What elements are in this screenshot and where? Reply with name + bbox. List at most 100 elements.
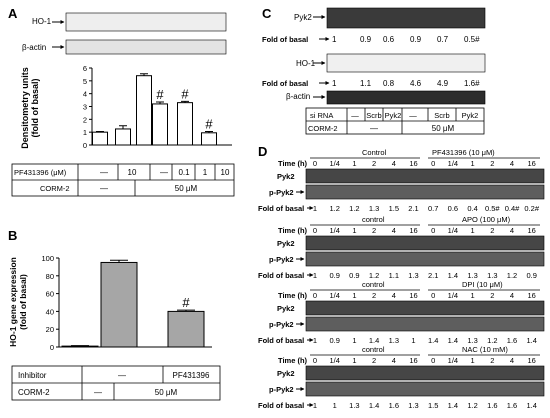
table-b-corm-dose: 50 μM — [155, 388, 178, 397]
fold-value: 1.4 — [448, 271, 458, 280]
group-treatment-label: APO (100 μM) — [462, 215, 511, 224]
fold-value: 0.8 — [383, 79, 395, 88]
time-point: 1 — [352, 226, 356, 235]
time-point: 16 — [409, 159, 417, 168]
fold-value: 1.2 — [467, 401, 477, 410]
blot-strip-ho1 — [65, 12, 227, 32]
group-treatment-label: DPI (10 μM) — [462, 280, 503, 289]
row-label-pyk2: Pyk2 — [277, 304, 295, 313]
group-control-label: control — [362, 280, 385, 289]
blot-group-2: control APO (100 μM) Time (h) 0 1/4 1 2 4 16 0 1/4… — [258, 215, 545, 280]
time-point: 0 — [431, 159, 435, 168]
table-c-sirna-cell: Pyk2 — [385, 111, 402, 120]
fold-value: 1 — [313, 336, 317, 345]
fold-value: 1.3 — [369, 204, 379, 213]
time-point: 16 — [409, 226, 417, 235]
table-a-corm-dose: 50 μM — [175, 184, 198, 193]
fold-value: 1.5 — [389, 204, 399, 213]
fold-value: 0.4 — [467, 204, 477, 213]
row-label-p-pyk2: p-Pyk2 — [269, 188, 294, 197]
fold-label: Fold of basal — [258, 336, 304, 345]
time-point: 4 — [510, 159, 514, 168]
fold-value: 1.4 — [369, 401, 379, 410]
fold-value: 1.4 — [428, 336, 438, 345]
time-point: 4 — [392, 226, 396, 235]
table-a-pf-cell: 10 — [221, 168, 230, 177]
blot-strip-pyk2 — [326, 7, 486, 29]
table-c-sirna-cell: — — [409, 111, 417, 120]
fold-value: 1 — [333, 401, 337, 410]
time-point: 1/4 — [448, 291, 458, 300]
table-a-pf-cell: — — [100, 168, 108, 177]
panel-a-table: PF431396 (μM) CORM-2 — 10 — 0.1 1 10 — 50 μM — [11, 163, 235, 197]
table-c-sirna-cell: Pyk2 — [462, 111, 479, 120]
time-point: 0 — [313, 356, 317, 365]
row-label-p-pyk2: p-Pyk2 — [269, 385, 294, 394]
blot-strip-actin-c — [326, 90, 486, 105]
fold-value: 4.9 — [437, 79, 449, 88]
time-point: 1/4 — [448, 159, 458, 168]
table-c-sirna-cell: — — [351, 111, 359, 120]
fold-value: 1.4 — [526, 401, 536, 410]
fold-value: 1.4 — [526, 336, 536, 345]
time-point: 2 — [490, 159, 494, 168]
time-point: 4 — [510, 226, 514, 235]
bar — [136, 75, 152, 146]
fold-value: 1.3 — [349, 401, 359, 410]
blot-strip-pyk2-total — [305, 365, 545, 381]
panel-d: D Control PF431396 (10 μM) Time (h) 0 1/4 1 2 4… — [258, 144, 545, 410]
time-point: 16 — [528, 291, 536, 300]
bar — [167, 310, 205, 348]
fold-label-c-pyk2: Fold of basal — [262, 35, 308, 44]
bar — [152, 103, 168, 146]
fold-value: 1.3 — [487, 271, 497, 280]
time-point: 16 — [528, 159, 536, 168]
panel-a-blot: HO-1 β-actin — [22, 12, 227, 55]
time-point: 2 — [490, 226, 494, 235]
table-c-corm-none: — — [370, 124, 378, 133]
time-point: 0 — [431, 291, 435, 300]
row-label-pyk2: Pyk2 — [277, 369, 295, 378]
panel-b-table: Inhibitor CORM-2 — PF431396 — 50 μM — [11, 365, 221, 401]
fold-value: 0.4# — [505, 204, 520, 213]
fold-value: 0.5# — [464, 35, 480, 44]
blot-group-4: control NAC (10 mM) Time (h) 0 1/4 1 2 4 16 0 1/4 1… — [258, 345, 545, 410]
y-tick-label: 4 — [83, 90, 87, 99]
fold-value: 0.9 — [526, 271, 536, 280]
group-control-label: Control — [362, 148, 387, 157]
blot-label-ho1-c: HO-1 — [296, 59, 316, 68]
table-b-corm-none: — — [94, 388, 102, 397]
time-point: 1/4 — [329, 226, 339, 235]
table-a-row-label-pf: PF431396 (μM) — [14, 168, 67, 177]
group-treatment-label: NAC (10 mM) — [462, 345, 508, 354]
fold-value: 2.1 — [428, 271, 438, 280]
panel-c-letter: C — [262, 6, 272, 21]
y-axis-label-b-line2: (fold of basal) — [18, 274, 28, 330]
fold-value: 1.2 — [487, 336, 497, 345]
fold-value: 1.4 — [448, 336, 458, 345]
fold-value: 2.1 — [408, 204, 418, 213]
time-point: 1/4 — [329, 159, 339, 168]
table-c-row-label-corm: CORM-2 — [308, 124, 338, 133]
y-tick-label: 0 — [50, 343, 54, 352]
table-a-pf-cell: 10 — [128, 168, 137, 177]
group-control-label: control — [362, 215, 385, 224]
time-label: Time (h) — [278, 159, 308, 168]
fold-value: 1 — [411, 336, 415, 345]
y-tick-label: 3 — [83, 103, 87, 112]
y-tick-label: 40 — [46, 307, 54, 316]
fold-value: 1.1 — [360, 79, 372, 88]
fold-value: 0.9 — [349, 271, 359, 280]
blot-strip-p-pyk2 — [305, 381, 545, 397]
fold-value: 0.5# — [485, 204, 500, 213]
table-c-corm-dose: 50 μM — [432, 124, 455, 133]
table-b-row-label-corm: CORM-2 — [18, 388, 50, 397]
fold-value: 1 — [313, 271, 317, 280]
blot-strip-p-pyk2 — [305, 251, 545, 267]
fold-value: 0.9 — [329, 336, 339, 345]
bar — [201, 132, 217, 146]
time-point: 16 — [528, 226, 536, 235]
blot-label-actin-c: β-actin — [286, 92, 310, 101]
time-label: Time (h) — [278, 291, 308, 300]
